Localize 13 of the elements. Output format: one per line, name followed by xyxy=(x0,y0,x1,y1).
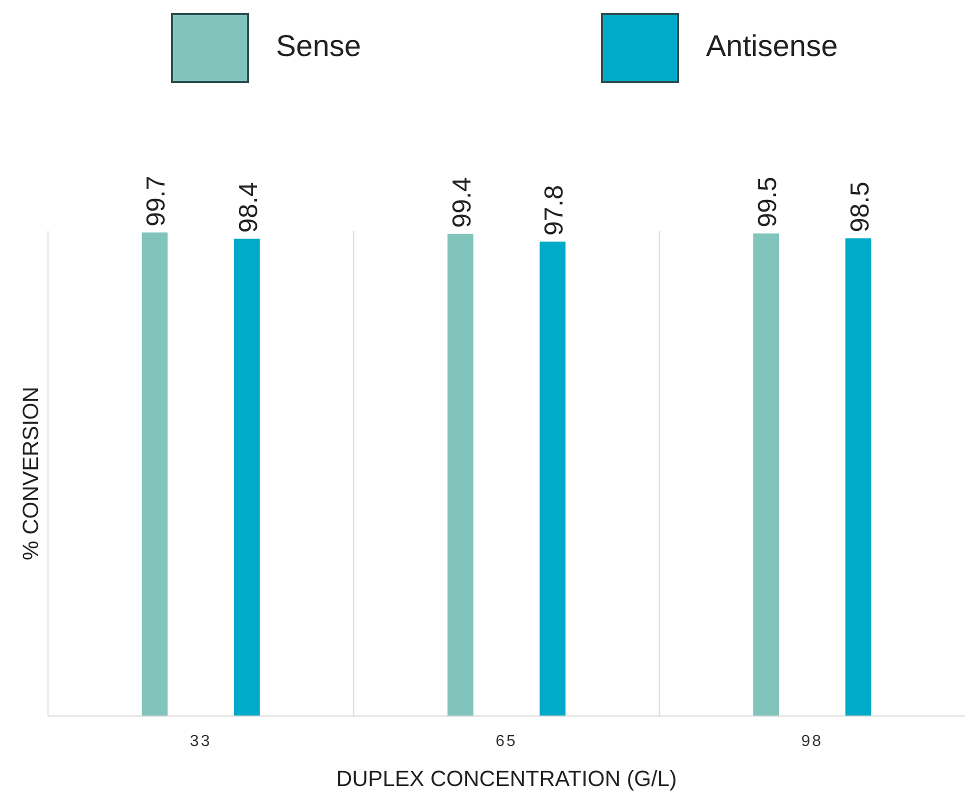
data-label: 98.5 xyxy=(844,182,874,232)
data-label: 99.7 xyxy=(140,176,171,226)
legend-label: Sense xyxy=(276,30,362,63)
data-label: 99.4 xyxy=(446,177,476,228)
y-axis-title: % CONVERSION xyxy=(18,386,43,560)
data-label: 99.5 xyxy=(752,176,782,228)
legend-label: Antisense xyxy=(706,30,838,63)
x-tick-label: 33 xyxy=(190,733,212,750)
data-label: 98.4 xyxy=(232,182,263,233)
data-label: 97.8 xyxy=(538,185,569,236)
x-axis-title: DUPLEX CONCENTRATION (G/L) xyxy=(336,766,677,791)
x-tick-label: 65 xyxy=(496,733,518,750)
x-tick-label: 98 xyxy=(801,733,824,750)
